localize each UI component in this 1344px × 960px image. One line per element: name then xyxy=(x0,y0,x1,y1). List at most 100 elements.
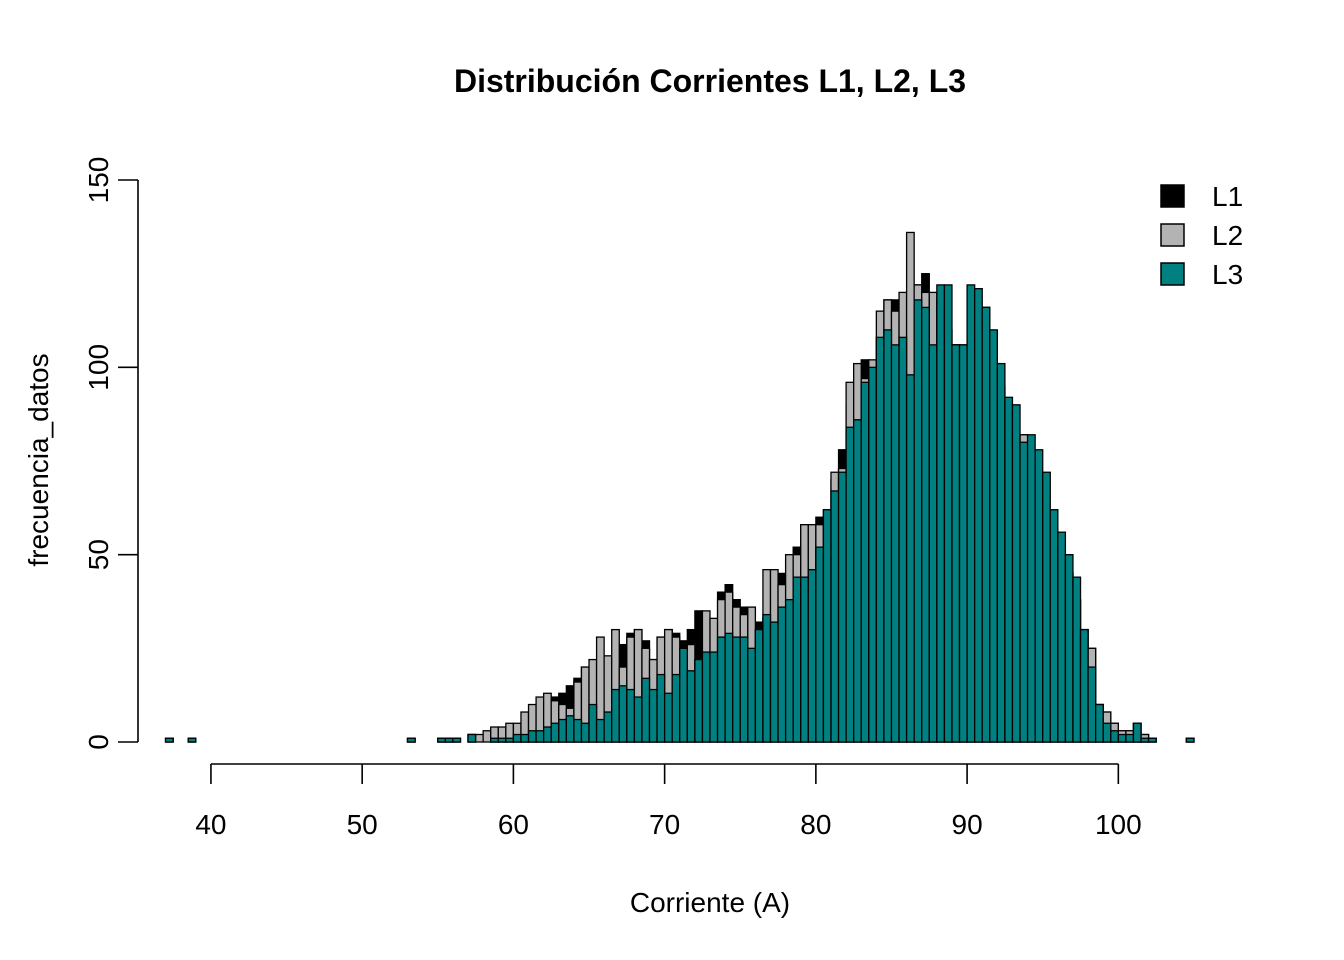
bar-l3 xyxy=(709,651,719,743)
bar-l3 xyxy=(1019,441,1029,743)
bar-l3 xyxy=(943,284,953,743)
bar-l3 xyxy=(989,329,998,743)
bar-l3 xyxy=(1147,737,1157,743)
y-tick-label: 0 xyxy=(83,734,114,750)
bar-l3 xyxy=(883,329,893,743)
bar-l3 xyxy=(974,287,983,743)
bar-l3 xyxy=(981,306,991,743)
bar-l3 xyxy=(694,658,704,743)
legend-swatch xyxy=(1160,262,1185,286)
bar-l3 xyxy=(777,606,787,743)
series-l3 xyxy=(164,284,1195,743)
bar-l3 xyxy=(928,344,938,743)
bar-l3 xyxy=(822,509,832,743)
bar-l3 xyxy=(656,673,666,743)
legend-label: L1 xyxy=(1212,181,1243,212)
bar-l3 xyxy=(573,718,583,743)
bar-l3 xyxy=(868,366,877,743)
bar-l3 xyxy=(1185,737,1195,743)
x-tick-label: 80 xyxy=(800,809,831,840)
legend-swatch xyxy=(1160,223,1185,247)
bar-l3 xyxy=(527,730,537,743)
x-tick-label: 50 xyxy=(347,809,378,840)
x-tick-label: 60 xyxy=(498,809,529,840)
bar-l3 xyxy=(1034,449,1044,743)
bar-l3 xyxy=(550,722,560,743)
legend-item-l3: L3 xyxy=(1160,259,1243,290)
bar-l3 xyxy=(611,688,620,743)
x-tick-label: 90 xyxy=(952,809,983,840)
bar-l3 xyxy=(747,647,757,743)
bar-l3 xyxy=(618,685,628,743)
bar-l3 xyxy=(505,737,515,743)
chart-title: Distribución Corrientes L1, L2, L3 xyxy=(454,63,966,99)
bar-l3 xyxy=(837,471,847,743)
legend: L1 L2 L3 xyxy=(1160,181,1243,290)
bar-l3 xyxy=(452,737,462,743)
bar-l2 xyxy=(482,730,492,743)
bar-l3 xyxy=(936,284,946,743)
bar-l3 xyxy=(701,651,711,743)
bar-l3 xyxy=(1049,509,1059,743)
x-axis-label: Corriente (A) xyxy=(630,887,790,918)
bar-l3 xyxy=(164,737,174,743)
bar-l3 xyxy=(686,670,696,743)
bar-l3 xyxy=(467,733,477,743)
bar-l3 xyxy=(558,718,567,743)
bar-l3 xyxy=(784,598,794,743)
bar-l3 xyxy=(898,336,908,743)
bar-l3 xyxy=(1011,404,1021,743)
bar-l3 xyxy=(762,613,772,743)
bar-l3 xyxy=(890,344,900,743)
bar-l3 xyxy=(490,737,499,743)
bar-l3 xyxy=(807,569,817,743)
legend-swatch xyxy=(1160,184,1185,208)
bar-l3 xyxy=(1140,737,1150,743)
legend-item-l2: L2 xyxy=(1160,220,1243,251)
bar-l3 xyxy=(603,711,613,743)
bar-l3 xyxy=(754,628,764,743)
legend-item-l1: L1 xyxy=(1160,181,1243,212)
bar-l3 xyxy=(830,490,840,743)
bar-l3 xyxy=(1094,703,1104,743)
bar-l3 xyxy=(588,703,598,743)
bar-l3 xyxy=(1117,733,1127,743)
legend-label: L3 xyxy=(1212,259,1243,290)
bars-layer xyxy=(164,231,1195,743)
bar-l3 xyxy=(1026,434,1036,743)
bar-l3 xyxy=(860,381,870,743)
bar-l3 xyxy=(437,737,446,743)
bar-l3 xyxy=(679,647,688,743)
x-tick-label: 40 xyxy=(195,809,226,840)
bar-l3 xyxy=(671,673,681,743)
bar-l3 xyxy=(921,306,930,743)
bar-l3 xyxy=(520,733,530,743)
bar-l3 xyxy=(1132,722,1142,743)
y-tick-label: 100 xyxy=(83,344,114,391)
bar-l3 xyxy=(966,284,976,743)
bar-l3 xyxy=(792,576,802,743)
bar-l3 xyxy=(633,696,643,743)
x-tick-label: 70 xyxy=(649,809,680,840)
bar-l3 xyxy=(769,621,779,743)
bar-l3 xyxy=(565,715,575,743)
axes-layer: 40 50 60 70 80 90 100 0 50 100 150 xyxy=(83,157,1142,840)
bar-l3 xyxy=(1072,576,1082,743)
bar-l3 xyxy=(913,299,923,743)
bar-l3 xyxy=(626,688,636,743)
bar-l3 xyxy=(845,426,855,743)
bar-l3 xyxy=(996,362,1006,743)
bar-l3 xyxy=(444,737,454,743)
bar-l3 xyxy=(724,632,734,743)
bar-l3 xyxy=(1110,730,1119,743)
bar-l3 xyxy=(535,730,545,743)
bar-l3 xyxy=(595,718,605,743)
bar-l3 xyxy=(815,546,825,743)
bar-l3 xyxy=(580,722,590,743)
bar-l3 xyxy=(1079,628,1089,743)
bar-l3 xyxy=(663,692,673,743)
bar-l3 xyxy=(187,737,197,743)
bar-l3 xyxy=(905,374,915,743)
